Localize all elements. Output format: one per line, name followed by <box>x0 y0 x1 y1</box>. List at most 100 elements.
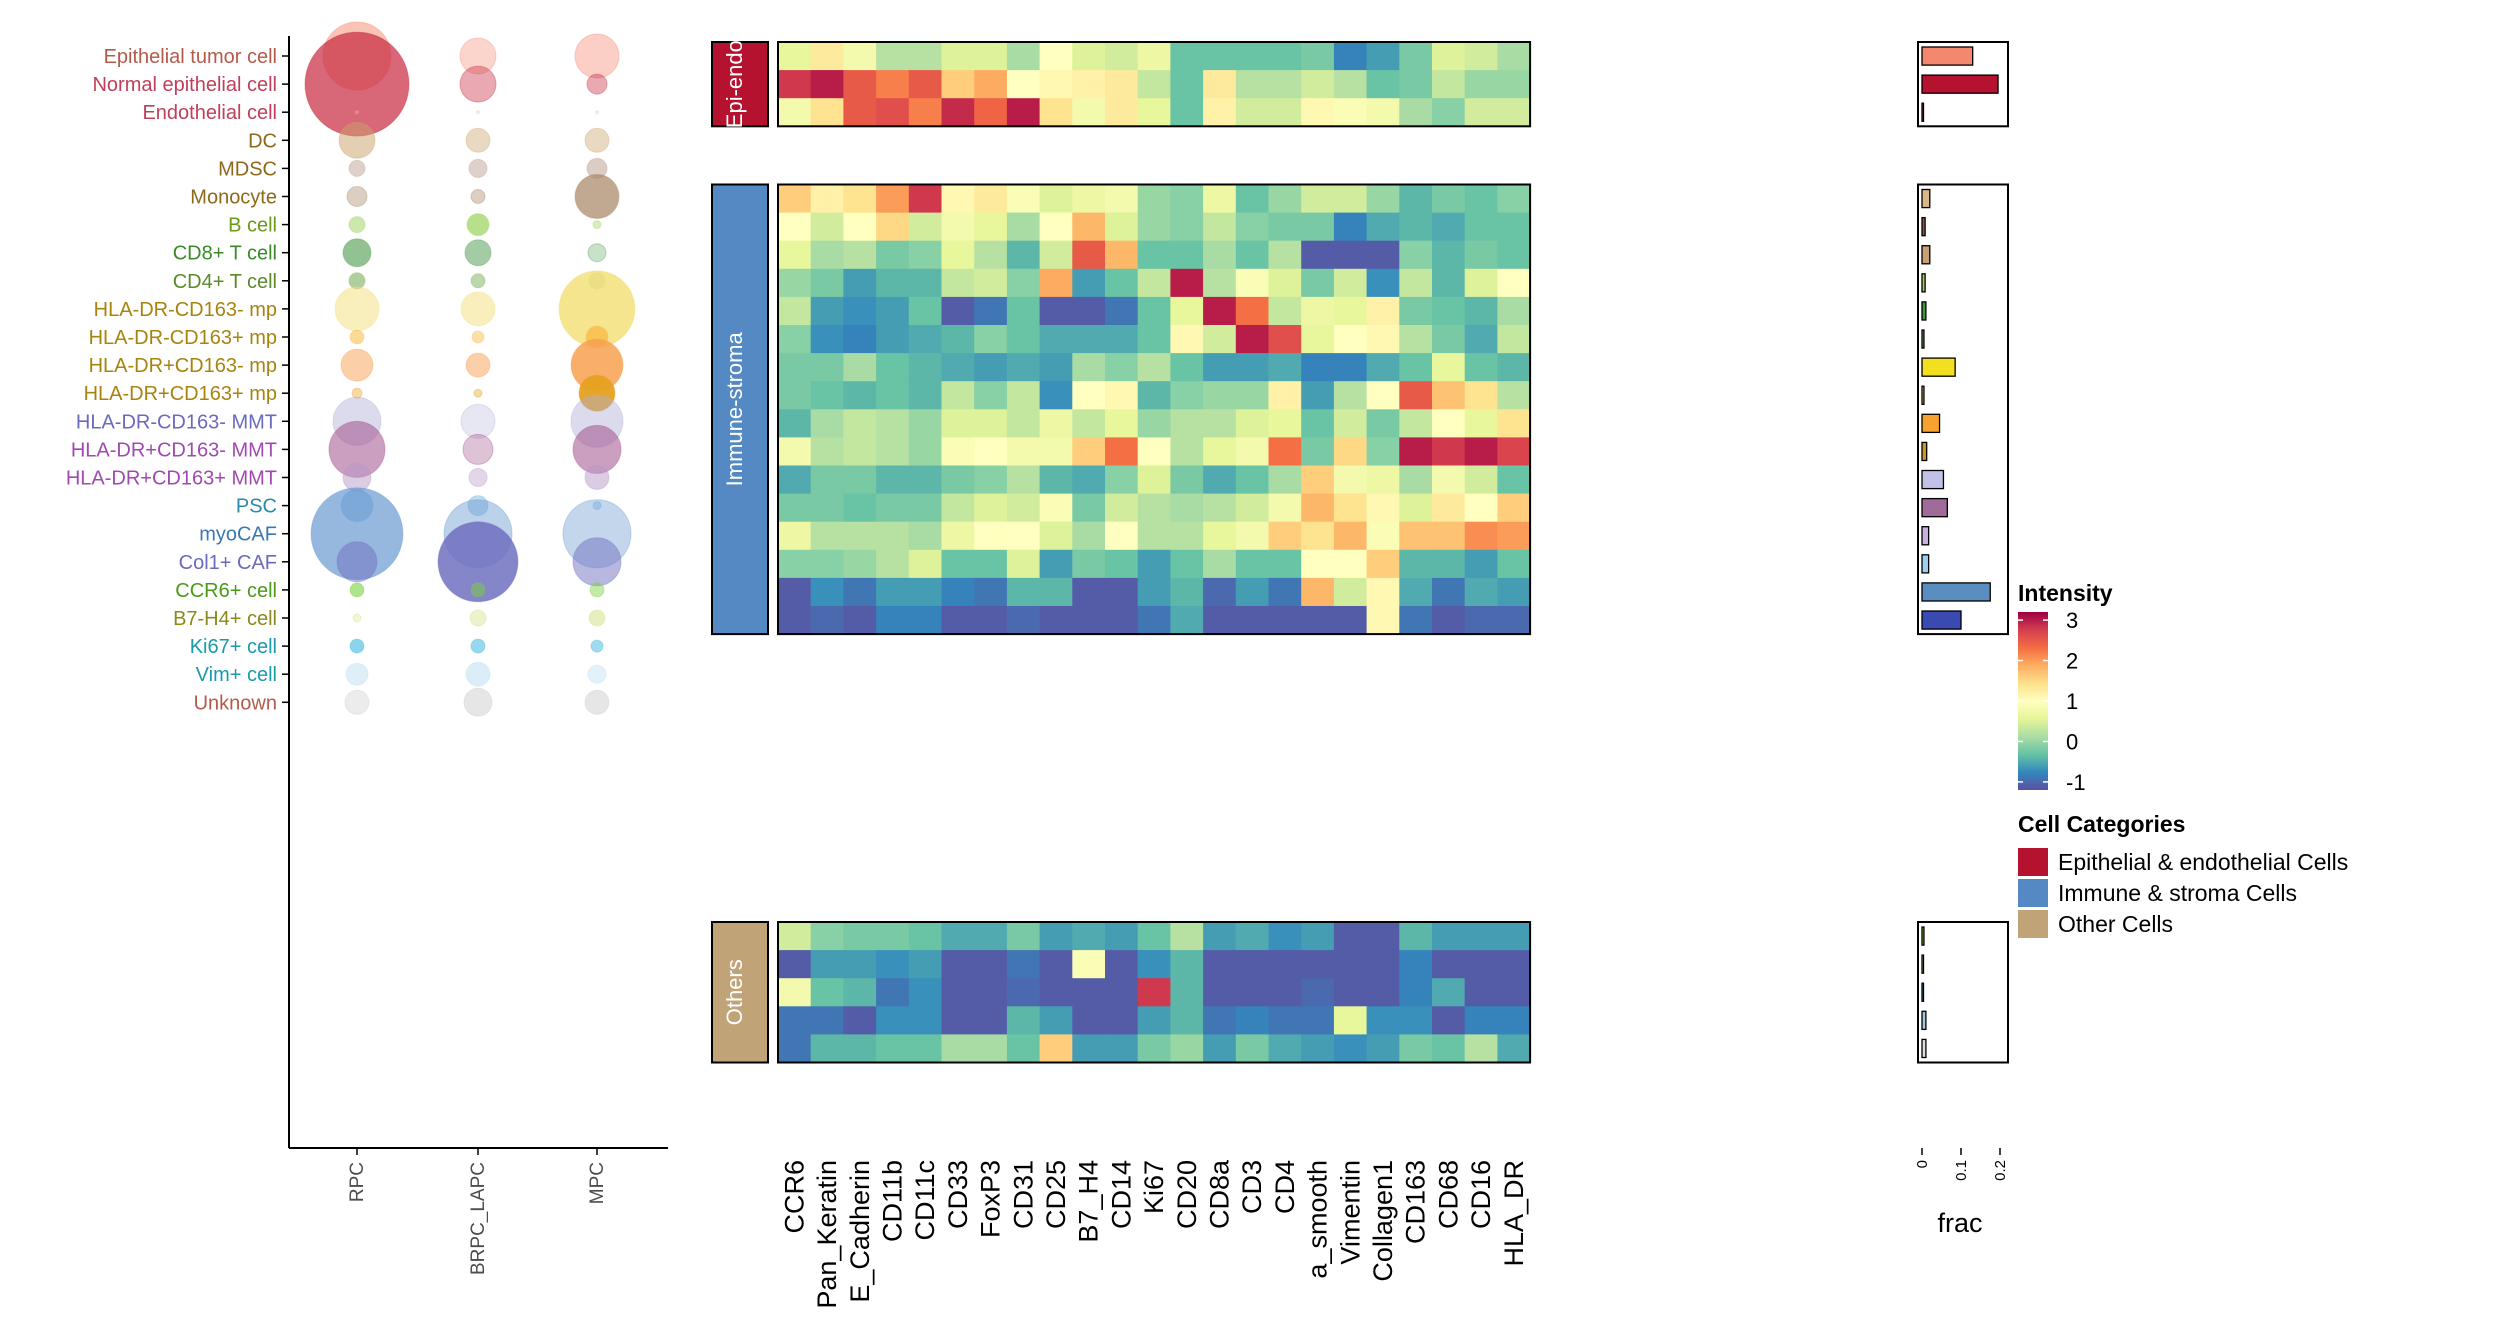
heatmap-cell <box>1464 1006 1498 1035</box>
heatmap-cell <box>1235 409 1269 438</box>
heatmap-cell <box>1072 296 1106 326</box>
heatmap-cell <box>974 521 1008 551</box>
heatmap-cell <box>1105 978 1139 1007</box>
heatmap-cell <box>1497 212 1531 242</box>
heatmap-cell <box>1464 437 1498 466</box>
heatmap-cell <box>908 465 942 494</box>
heatmap-marker-label: CD3 <box>1237 1160 1267 1214</box>
heatmap-cell <box>974 493 1008 523</box>
heatmap-cell <box>1072 1034 1106 1063</box>
heatmap-cell <box>1268 549 1302 579</box>
heatmap-cell <box>1039 521 1073 551</box>
heatmap-cell <box>1366 325 1400 354</box>
frac-bar-plot: 0 0.1 0.2 frac <box>1914 41 2009 1238</box>
heatmap-cell <box>1039 268 1073 298</box>
heatmap-cell <box>974 577 1008 607</box>
heatmap-cell <box>1497 1006 1531 1035</box>
heatmap-cell <box>1235 325 1269 354</box>
heatmap-cell <box>908 240 942 270</box>
heatmap-cell <box>1399 98 1433 127</box>
bubble-point <box>469 609 487 627</box>
heatmap-cell <box>876 978 910 1007</box>
frac-bar <box>1921 982 1925 1002</box>
heatmap-cell <box>1497 381 1531 410</box>
bubble-point <box>592 501 602 511</box>
bubble-point <box>470 638 486 654</box>
heatmap-cell <box>1072 98 1106 127</box>
heatmap-cell <box>1137 493 1171 523</box>
heatmap-cell <box>908 978 942 1007</box>
heatmap-cell <box>1301 70 1335 99</box>
intensity-legend-title: Intensity <box>2018 580 2113 606</box>
heatmap-cell <box>1497 922 1531 951</box>
heatmap-cell <box>778 42 812 71</box>
heatmap-cell <box>1399 268 1433 298</box>
heatmap-cell <box>941 922 975 951</box>
bubble-point <box>437 521 519 603</box>
heatmap-cell <box>1432 98 1466 127</box>
heatmap-cell <box>941 549 975 579</box>
heatmap-cell <box>1039 70 1073 99</box>
heatmap-cell <box>941 98 975 127</box>
heatmap-cell <box>1301 184 1335 213</box>
heatmap-cell <box>778 577 812 607</box>
bubble-point <box>578 374 616 412</box>
heatmap-cell <box>1432 268 1466 298</box>
heatmap-cell <box>1006 577 1040 607</box>
heatmap-cell <box>941 42 975 71</box>
frac-bar <box>1921 46 1974 66</box>
bubble-col-label: RPC <box>347 1162 368 1202</box>
heatmap-cell <box>1497 521 1531 551</box>
heatmap-cell <box>1105 606 1139 635</box>
bubble-point <box>340 348 374 382</box>
heatmap-cell <box>1039 950 1073 979</box>
heatmap-cell <box>778 353 812 382</box>
heatmap-cell <box>1235 381 1269 410</box>
heatmap-cell <box>1105 212 1139 242</box>
bubble-point <box>574 33 620 79</box>
heatmap-cell <box>1268 493 1302 523</box>
heatmap-cell <box>941 1034 975 1063</box>
heatmap-cell <box>810 184 844 213</box>
heatmap-cell <box>1072 577 1106 607</box>
bubble-point <box>351 387 363 399</box>
heatmap-cell <box>1464 296 1498 326</box>
heatmap-cell <box>1072 978 1106 1007</box>
heatmap-cell <box>843 98 877 127</box>
category-legend-label: Other Cells <box>2058 911 2173 937</box>
heatmap-cell <box>1203 42 1237 71</box>
bubble-point <box>464 239 492 267</box>
heatmap-cell <box>941 296 975 326</box>
frac-tick-label: 0.2 <box>1992 1160 2009 1181</box>
heatmap-cell <box>1432 465 1466 494</box>
bubble-row-label: HLA-DR+CD163+ MMT <box>66 468 277 490</box>
heatmap-cell <box>1006 437 1040 466</box>
heatmap-cell <box>1497 268 1531 298</box>
heatmap-cell <box>1399 409 1433 438</box>
heatmap-cell <box>1137 325 1171 354</box>
heatmap-cell <box>843 184 877 213</box>
heatmap-cell <box>1006 98 1040 127</box>
bubble-point <box>586 73 608 95</box>
heatmap-cell <box>1137 184 1171 213</box>
heatmap-cell <box>1432 212 1466 242</box>
heatmap-cell <box>843 978 877 1007</box>
heatmap-cell <box>1399 240 1433 270</box>
heatmap-cell <box>1497 549 1531 579</box>
heatmap-cell <box>1072 549 1106 579</box>
frac-bar <box>1921 329 1925 349</box>
heatmap-cell <box>1235 98 1269 127</box>
heatmap-cell <box>1137 268 1171 298</box>
heatmap-cell <box>1235 950 1269 979</box>
heatmap-cell <box>1432 1006 1466 1035</box>
heatmap-cell <box>1137 98 1171 127</box>
bubble-point <box>304 31 410 137</box>
heatmap-cell <box>908 98 942 127</box>
heatmap-cell <box>1497 98 1531 127</box>
heatmap-cell <box>1333 950 1367 979</box>
heatmap-cell <box>810 381 844 410</box>
heatmap-cell <box>810 42 844 71</box>
heatmap-cell <box>1333 296 1367 326</box>
bubble-point <box>471 330 485 344</box>
heatmap-cell <box>1464 493 1498 523</box>
